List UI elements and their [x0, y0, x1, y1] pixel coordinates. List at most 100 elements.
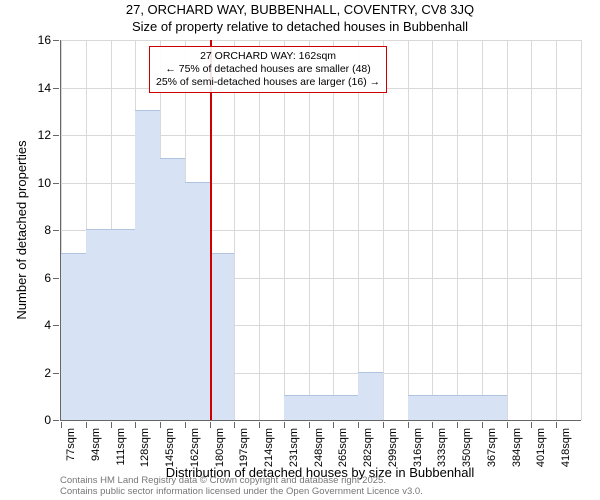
- x-tick: [61, 422, 62, 428]
- x-tick: [432, 422, 433, 428]
- chart-container: 27, ORCHARD WAY, BUBBENHALL, COVENTRY, C…: [0, 0, 600, 500]
- marker-line: [210, 40, 212, 420]
- y-tick: [53, 278, 59, 279]
- y-tick-label: 6: [44, 271, 51, 285]
- x-tick-label: 316sqm: [412, 428, 424, 467]
- x-tick-label: 282sqm: [362, 428, 374, 467]
- bar: [457, 395, 483, 420]
- annotation-box: 27 ORCHARD WAY: 162sqm ← 75% of detached…: [149, 46, 387, 93]
- y-tick-label: 16: [38, 33, 51, 47]
- x-tick: [358, 422, 359, 428]
- x-tick-label: 111sqm: [115, 428, 127, 466]
- x-tick-label: 214sqm: [263, 428, 275, 467]
- footer-line-2: Contains public sector information licen…: [60, 487, 423, 498]
- x-tick: [135, 422, 136, 428]
- x-tick: [457, 422, 458, 428]
- bar: [135, 110, 161, 420]
- x-tick: [408, 422, 409, 428]
- bar: [432, 395, 458, 420]
- x-tick: [482, 422, 483, 428]
- grid-line-v: [408, 40, 409, 420]
- chart-title-sub: Size of property relative to detached ho…: [0, 19, 600, 34]
- x-tick-label: 384sqm: [511, 428, 523, 467]
- x-tick: [284, 422, 285, 428]
- bar: [185, 182, 211, 421]
- x-tick: [86, 422, 87, 428]
- x-tick: [259, 422, 260, 428]
- grid-line-v: [581, 40, 582, 420]
- grid-line-v: [482, 40, 483, 420]
- grid-line-v: [284, 40, 285, 420]
- y-axis-label: Number of detached properties: [14, 140, 29, 319]
- x-tick: [210, 422, 211, 428]
- x-tick-label: 350sqm: [461, 428, 473, 467]
- grid-line-v: [556, 40, 557, 420]
- x-tick-label: 299sqm: [387, 428, 399, 467]
- bar: [86, 229, 112, 420]
- annotation-line-1: 27 ORCHARD WAY: 162sqm: [156, 50, 380, 63]
- x-tick-label: 94sqm: [90, 428, 102, 461]
- x-tick-label: 418sqm: [560, 428, 572, 467]
- x-tick-label: 333sqm: [436, 428, 448, 467]
- x-tick: [234, 422, 235, 428]
- grid-line-v: [383, 40, 384, 420]
- bar: [408, 395, 434, 420]
- x-tick-label: 197sqm: [238, 428, 250, 467]
- bar: [160, 158, 186, 420]
- x-tick: [309, 422, 310, 428]
- x-tick-label: 162sqm: [189, 428, 201, 467]
- plot-area: 024681012141677sqm94sqm111sqm128sqm145sq…: [60, 40, 581, 421]
- x-tick: [531, 422, 532, 428]
- bar: [111, 229, 137, 420]
- grid-line-v: [358, 40, 359, 420]
- x-tick: [333, 422, 334, 428]
- x-tick-label: 77sqm: [65, 428, 77, 461]
- x-tick-label: 248sqm: [313, 428, 325, 467]
- grid-line-v: [531, 40, 532, 420]
- x-tick: [556, 422, 557, 428]
- y-tick: [53, 135, 59, 136]
- grid-line-v: [309, 40, 310, 420]
- y-tick: [53, 420, 59, 421]
- x-tick-label: 128sqm: [139, 428, 151, 467]
- x-tick-label: 401sqm: [535, 428, 547, 467]
- x-tick: [383, 422, 384, 428]
- bar: [358, 372, 384, 421]
- annotation-line-3: 25% of semi-detached houses are larger (…: [156, 76, 380, 89]
- y-tick-label: 8: [44, 223, 51, 237]
- annotation-line-2: ← 75% of detached houses are smaller (48…: [156, 63, 380, 76]
- footer-attribution: Contains HM Land Registry data © Crown c…: [60, 476, 423, 498]
- bar: [482, 395, 508, 420]
- y-tick-label: 10: [38, 176, 51, 190]
- y-tick-label: 14: [38, 81, 51, 95]
- y-tick: [53, 230, 59, 231]
- x-tick: [507, 422, 508, 428]
- grid-line-v: [507, 40, 508, 420]
- x-tick-label: 265sqm: [337, 428, 349, 467]
- y-tick-label: 4: [44, 318, 51, 332]
- y-tick: [53, 88, 59, 89]
- grid-line-v: [432, 40, 433, 420]
- y-tick: [53, 373, 59, 374]
- bar: [309, 395, 335, 420]
- y-tick: [53, 325, 59, 326]
- x-tick-label: 367sqm: [486, 428, 498, 467]
- x-tick: [160, 422, 161, 428]
- grid-line-v: [457, 40, 458, 420]
- y-tick-label: 12: [38, 128, 51, 142]
- x-tick-label: 231sqm: [288, 428, 300, 467]
- bar: [210, 253, 236, 420]
- y-tick-label: 0: [44, 413, 51, 427]
- bar: [333, 395, 359, 420]
- bar: [61, 253, 87, 420]
- x-tick-label: 180sqm: [214, 428, 226, 467]
- y-tick-label: 2: [44, 366, 51, 380]
- x-tick: [185, 422, 186, 428]
- bar: [284, 395, 310, 420]
- x-tick: [111, 422, 112, 428]
- y-tick: [53, 183, 59, 184]
- chart-title-main: 27, ORCHARD WAY, BUBBENHALL, COVENTRY, C…: [0, 2, 600, 17]
- x-tick-label: 145sqm: [164, 428, 176, 467]
- grid-line-v: [234, 40, 235, 420]
- grid-line-h: [61, 40, 581, 41]
